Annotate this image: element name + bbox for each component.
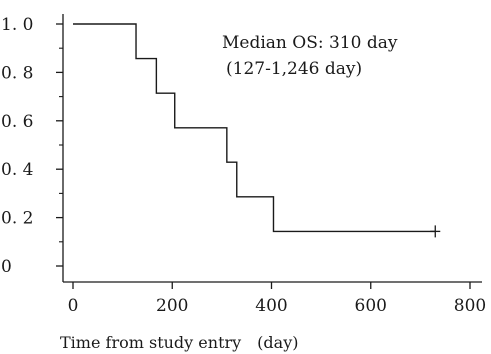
- y-tick-label: 0. 4: [1, 160, 33, 180]
- annotation-median: Median OS: 310 day: [222, 33, 398, 53]
- x-tick-label: 0: [68, 296, 79, 316]
- axes: [62, 14, 482, 283]
- labels: 0 0. 2 0. 4 0. 6 0. 8 1. 0 0 200 400 600 800: [1, 15, 486, 316]
- x-tick-label: 600: [355, 296, 387, 316]
- survival-step-line: [73, 23, 436, 233]
- y-tick-label: 0: [1, 257, 12, 277]
- x-axis-label: Time from study entry (day): [60, 333, 299, 352]
- x-tick-label: 800: [454, 296, 486, 316]
- y-tick-label: 0. 2: [1, 209, 33, 229]
- y-tick-label: 0. 8: [1, 63, 33, 83]
- ticks: [56, 23, 471, 289]
- annotation-range: (127-1,246 day): [226, 59, 362, 79]
- x-tick-label: 400: [255, 296, 287, 316]
- y-tick-label: 1. 0: [1, 15, 33, 35]
- x-tick-label: 200: [156, 296, 188, 316]
- marks: [73, 23, 441, 238]
- y-tick-label: 0. 6: [1, 112, 33, 132]
